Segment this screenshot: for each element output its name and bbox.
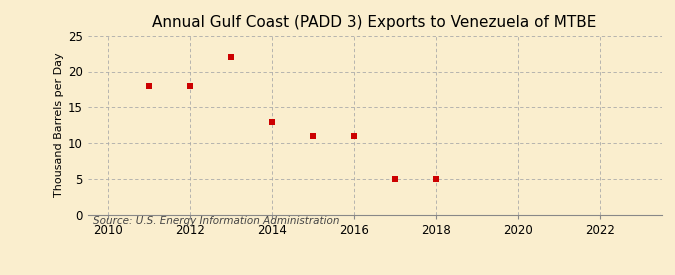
Point [185, 84, 196, 88]
Point [389, 177, 400, 181]
Point [308, 134, 319, 138]
Point [144, 84, 155, 88]
Point [431, 177, 441, 181]
Title: Annual Gulf Coast (PADD 3) Exports to Venezuela of MTBE: Annual Gulf Coast (PADD 3) Exports to Ve… [153, 15, 597, 31]
Y-axis label: Thousand Barrels per Day: Thousand Barrels per Day [54, 53, 64, 197]
Point [225, 55, 236, 59]
Point [267, 119, 277, 124]
Point [349, 134, 360, 138]
Text: Source: U.S. Energy Information Administration: Source: U.S. Energy Information Administ… [93, 216, 340, 226]
